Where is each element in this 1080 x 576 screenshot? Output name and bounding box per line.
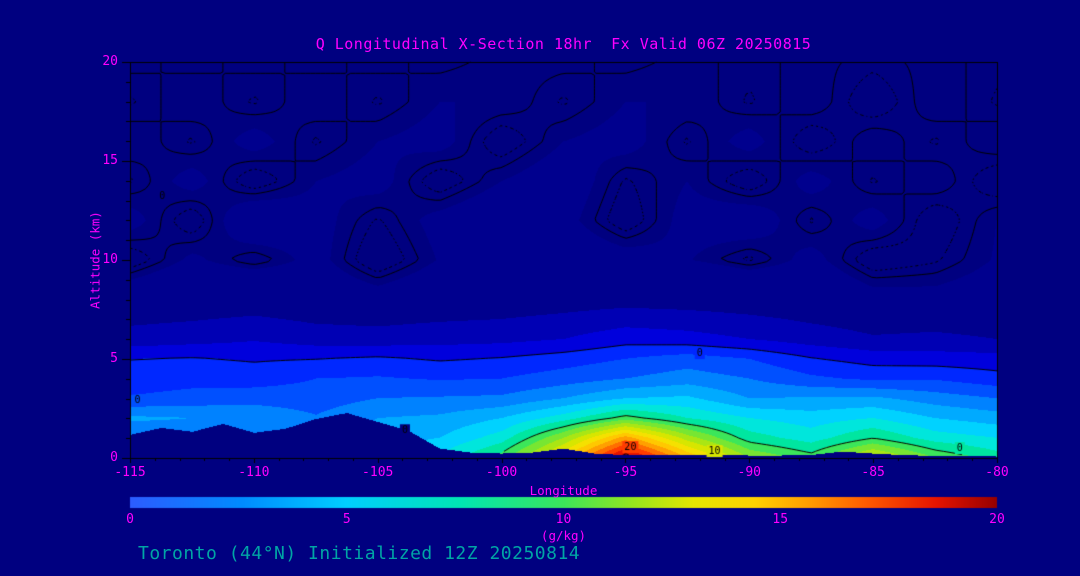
y-tick-label: 20: [102, 54, 118, 69]
y-tick-label: 5: [110, 351, 118, 366]
x-tick-label: -95: [613, 465, 638, 480]
x-tick-label: -105: [362, 465, 394, 480]
x-tick-label: -100: [485, 465, 518, 480]
colorbar-tick-label: 15: [772, 512, 789, 527]
x-tick-label: -90: [737, 465, 762, 480]
colorbar-tick-label: 0: [126, 512, 134, 527]
x-tick-label: -85: [861, 465, 885, 480]
colorbar-tick-label: 5: [342, 512, 351, 527]
x-tick-label: -80: [985, 465, 1009, 480]
x-tick-label: -110: [238, 465, 270, 480]
colorbar-units-label: (g/kg): [540, 528, 587, 543]
y-tick-label: 10: [102, 252, 118, 267]
plot-title: Q Longitudinal X-Section 18hr Fx Valid 0…: [315, 35, 812, 53]
colorbar-tick-label: 10: [555, 512, 572, 527]
x-axis-label: Longitude: [529, 483, 598, 498]
y-tick-label: 0: [110, 450, 118, 465]
x-tick-label: -115: [114, 465, 146, 480]
footer-annotation: Toronto (44°N) Initialized 12Z 20250814: [138, 543, 581, 564]
colorbar-tick-label: 20: [989, 512, 1005, 527]
y-tick-label: 15: [102, 153, 118, 168]
